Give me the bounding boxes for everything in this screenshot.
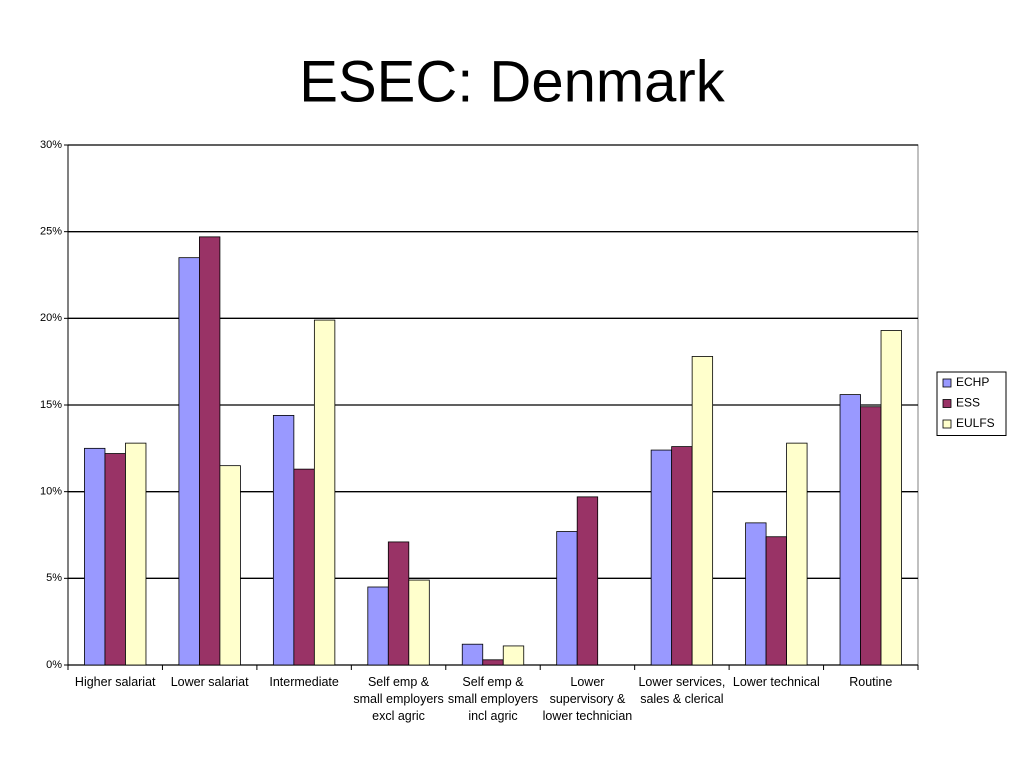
bar	[880, 330, 902, 666]
x-tick-label: Lower supervisory & lower technician	[542, 675, 633, 723]
y-tick-label: 0%	[46, 659, 62, 671]
legend-swatch	[942, 419, 952, 429]
x-tick-label: Routine	[849, 675, 893, 689]
bar	[556, 531, 578, 666]
bar	[765, 536, 787, 666]
legend-swatch	[942, 378, 952, 388]
x-tick-label: Higher salariat	[74, 675, 156, 689]
bar	[839, 394, 861, 666]
bar	[461, 643, 484, 666]
legend-swatch	[942, 399, 952, 408]
x-tick-label: Lower salariat	[170, 675, 249, 689]
bar	[650, 449, 673, 666]
legend-label: EULFS	[956, 416, 995, 430]
bar	[482, 659, 504, 666]
bar	[199, 236, 221, 666]
bar	[691, 356, 714, 666]
bar	[104, 453, 126, 666]
bar	[272, 414, 295, 666]
legend-label: ESS	[956, 396, 980, 410]
y-tick-label: 30%	[40, 139, 62, 151]
bar	[786, 442, 808, 666]
y-tick-label: 20%	[40, 312, 62, 324]
bar	[576, 496, 599, 666]
bar	[219, 465, 241, 666]
legend-label: ECHP	[956, 375, 989, 389]
bar	[178, 257, 200, 666]
bar	[84, 447, 106, 666]
x-tick-label: Intermediate	[269, 675, 339, 689]
bar	[313, 319, 336, 666]
y-tick-label: 25%	[40, 226, 62, 238]
bar	[408, 579, 430, 666]
y-tick-label: 5%	[46, 572, 62, 584]
bar	[387, 541, 410, 666]
bar	[125, 442, 147, 666]
bar	[502, 645, 525, 666]
bar	[745, 522, 767, 666]
bar	[671, 446, 693, 666]
x-tick-label: Self emp & small employers incl agric	[447, 675, 539, 723]
y-tick-label: 15%	[40, 399, 62, 411]
y-tick-label: 10%	[40, 486, 62, 498]
x-tick-label: Lower technical	[732, 675, 820, 689]
bar	[293, 468, 315, 666]
x-tick-label: Self emp & small employers excl agric	[353, 675, 444, 723]
x-tick-label: Lower services, sales & clerical	[638, 675, 726, 706]
chart-title: ESEC: Denmark	[299, 49, 725, 114]
bar	[860, 406, 882, 666]
bar	[367, 586, 389, 666]
